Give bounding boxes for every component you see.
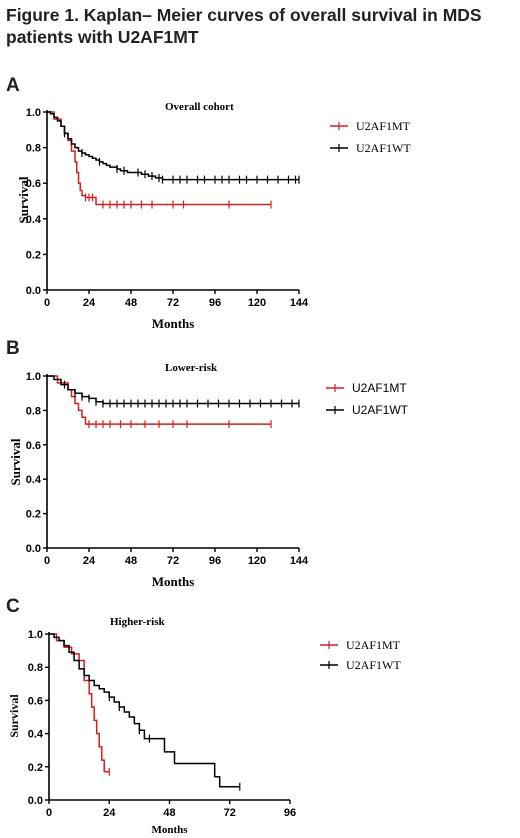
y-tick-label: 0.6 [28, 695, 43, 707]
x-tick-label: 48 [163, 807, 175, 819]
x-axis-label: Months [152, 316, 195, 331]
y-tick-label: 0.8 [26, 143, 41, 155]
series-line-u2af1wt [47, 375, 299, 405]
y-tick-label: 0.8 [26, 405, 41, 417]
x-tick-label: 24 [83, 297, 96, 309]
legend-label: U2AF1MT [356, 119, 411, 133]
chart-panel-b: 0.0 0.2 0.4 0.6 0.8 1.0 0 24 48 72 96 120 144 Lower-r… [8, 362, 409, 589]
x-axis-label: Months [152, 574, 195, 589]
x-tick-label: 96 [209, 555, 221, 567]
x-tick-label: 144 [290, 297, 309, 309]
legend-label: U2AF1MT [346, 638, 401, 652]
x-tick-label: 96 [284, 807, 296, 819]
series-line-u2af1mt [47, 375, 271, 425]
y-tick-label: 0.2 [28, 762, 43, 774]
figure-title: Figure 1. Kaplan– Meier curves of overal… [6, 5, 482, 47]
x-tick-label: 72 [167, 297, 179, 309]
y-tick-label: 0.4 [26, 474, 42, 486]
y-tick-label: 1.0 [26, 107, 41, 119]
x-tick-label: 48 [125, 555, 137, 567]
chart-panel-c: 0.0 0.2 0.4 0.6 0.8 1.0 0 24 48 72 96 Higher-risk Mo… [7, 616, 401, 836]
series-line-u2af1wt [49, 633, 240, 788]
chart-title: Lower-risk [165, 362, 218, 374]
x-axis-label: Months [151, 824, 188, 836]
y-tick-label: 0.4 [26, 214, 42, 226]
y-tick-label: 0.4 [28, 729, 44, 741]
panel-label-b: B [6, 338, 20, 359]
y-tick-label: 1.0 [28, 629, 43, 641]
chart-title: Overall cohort [165, 101, 234, 113]
x-tick-label: 72 [224, 807, 236, 819]
y-axis-label: Survival [8, 438, 23, 485]
panel-label-c: C [6, 596, 20, 617]
y-tick-label: 0.6 [26, 178, 41, 190]
y-tick-label: 0.8 [28, 662, 43, 674]
x-tick-label: 120 [248, 555, 266, 567]
legend-label: U2AF1MT [352, 381, 407, 395]
x-tick-label: 72 [167, 555, 179, 567]
x-tick-label: 0 [44, 555, 50, 567]
x-tick-label: 48 [125, 297, 137, 309]
y-axis-label: Survival [16, 176, 31, 223]
y-tick-label: 1.0 [26, 371, 41, 383]
y-tick-label: 0.0 [28, 795, 43, 807]
x-tick-label: 120 [248, 297, 266, 309]
legend-item-u2af1wt: U2AF1WT [326, 403, 409, 417]
series-line-u2af1wt [47, 111, 299, 181]
y-axis-label: Survival [7, 694, 21, 738]
legend-item-u2af1mt: U2AF1MT [326, 381, 407, 395]
chart-panel-a: 0.0 0.2 0.4 0.6 0.8 1.0 0 24 48 72 96 120 144 Overall… [16, 101, 411, 331]
panel-label-a: A [6, 75, 20, 96]
y-tick-label: 0.0 [26, 543, 41, 555]
legend-item-u2af1mt: U2AF1MT [330, 119, 411, 133]
x-tick-label: 0 [44, 297, 50, 309]
y-tick-label: 0.6 [26, 440, 41, 452]
legend-item-u2af1wt: U2AF1WT [330, 141, 411, 155]
legend-item-u2af1wt: U2AF1WT [320, 658, 401, 672]
x-tick-label: 96 [209, 297, 221, 309]
x-tick-label: 24 [103, 807, 116, 819]
y-tick-label: 0.2 [26, 509, 41, 521]
chart-title: Higher-risk [110, 616, 165, 628]
x-tick-label: 24 [83, 555, 96, 567]
x-tick-label: 144 [290, 555, 309, 567]
y-tick-label: 0.0 [26, 285, 41, 297]
legend-label: U2AF1WT [356, 141, 411, 155]
series-line-u2af1mt [47, 111, 271, 206]
legend-label: U2AF1WT [346, 658, 401, 672]
x-tick-label: 0 [46, 807, 52, 819]
legend-label: U2AF1WT [352, 403, 409, 417]
series-line-u2af1mt [49, 633, 110, 773]
y-tick-label: 0.2 [26, 249, 41, 261]
legend-item-u2af1mt: U2AF1MT [320, 638, 401, 652]
